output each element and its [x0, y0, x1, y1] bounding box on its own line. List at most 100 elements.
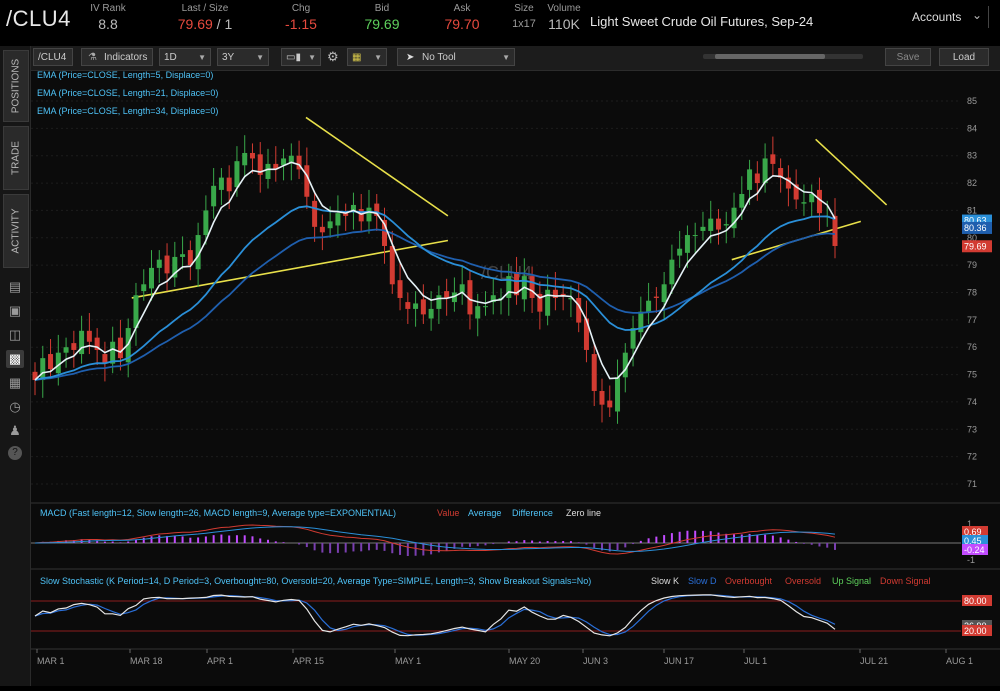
- save-button[interactable]: Save: [885, 48, 931, 66]
- candle-body: [793, 184, 799, 200]
- candle-body: [296, 155, 302, 170]
- grid-icon[interactable]: ▦: [8, 375, 22, 390]
- macd-average-line: [34, 526, 836, 552]
- y-tick-label: 80: [967, 233, 977, 243]
- candle-body: [459, 284, 465, 293]
- candle-body: [420, 299, 426, 315]
- clock-icon[interactable]: ◷: [9, 399, 21, 414]
- x-tick-label: JUN 3: [583, 656, 608, 666]
- interval-select[interactable]: 1D ▼: [159, 48, 211, 66]
- volume: Volume 110K: [544, 3, 584, 32]
- slow-k-line: [34, 594, 836, 637]
- indicators-button[interactable]: ⚗ Indicators: [81, 48, 153, 66]
- zoom-slider[interactable]: [703, 54, 863, 59]
- document-icon[interactable]: ▤: [8, 279, 22, 294]
- candle-body: [172, 256, 178, 278]
- range-select[interactable]: 3Y ▼: [217, 48, 269, 66]
- chart-area[interactable]: /CLU4 85 84 83 82 81 80 79 78 77 76 75 74 73 72 71 80.…: [31, 70, 1000, 686]
- candle-body: [234, 161, 240, 188]
- candle-body: [568, 297, 574, 300]
- candle-body: [55, 352, 61, 374]
- y-tick-label: 73: [967, 424, 977, 434]
- y-tick-label: 75: [967, 370, 977, 380]
- macd-tag-label: 0.45: [964, 536, 982, 546]
- candle-body: [537, 293, 543, 312]
- candle-body: [195, 235, 201, 270]
- y-tick-label: 71: [967, 479, 977, 489]
- candle-body: [436, 295, 442, 309]
- news-icon[interactable]: ▣: [8, 303, 22, 318]
- candle-body: [576, 297, 582, 323]
- palette-icon: ▦: [352, 52, 362, 63]
- last-size: Last / Size 79.69 / 1: [170, 3, 240, 32]
- candle-body: [638, 311, 644, 333]
- stochastic-panel: Slow Stochastic (K Period=14, D Period=3…: [31, 576, 992, 637]
- candle-body: [79, 330, 85, 355]
- stoch-tag-bg: [962, 595, 992, 606]
- size-value: 1x17: [512, 18, 536, 30]
- symbol-title[interactable]: /CLU4: [6, 6, 71, 31]
- chart-style-select[interactable]: ▭▮ ▼: [281, 48, 321, 66]
- macd-tag-label: -0.24: [964, 545, 985, 555]
- bid: Bid 79.69: [357, 3, 407, 32]
- candle-body: [692, 235, 698, 237]
- macd-panel: MACD (Fast length=12, Slow length=26, MA…: [31, 508, 988, 565]
- tab-positions[interactable]: POSITIONS: [3, 50, 29, 122]
- iv-rank: IV Rank 8.8: [84, 3, 132, 32]
- candle-body: [451, 292, 457, 303]
- macd-tag-bg: [962, 544, 988, 555]
- load-button[interactable]: Load: [939, 48, 989, 66]
- macd-zero-legend: Zero line: [566, 508, 601, 518]
- x-axis-bg: [31, 649, 1000, 686]
- price-tag-label: 80.36: [964, 223, 987, 233]
- stoch-slowk-legend: Slow K: [651, 576, 679, 586]
- candle-body: [529, 276, 535, 298]
- settings-icon[interactable]: [988, 6, 999, 28]
- ema-lines: [34, 161, 836, 381]
- candle-body: [591, 354, 597, 391]
- candle-body: [560, 293, 566, 296]
- price-tag-label: 79.69: [964, 241, 987, 251]
- y-tick-label: 76: [967, 342, 977, 352]
- tab-trade[interactable]: TRADE: [3, 126, 29, 190]
- gear-icon[interactable]: ⚙: [327, 49, 339, 64]
- candle-body: [358, 209, 364, 222]
- x-tick-label: MAR 1: [37, 656, 65, 666]
- price-panel-bg: [31, 71, 961, 501]
- community-icon[interactable]: ♟: [9, 423, 21, 438]
- tab-activity[interactable]: ACTIVITY: [3, 194, 29, 268]
- candle-body: [40, 358, 46, 381]
- macd-y-tick: 1: [967, 519, 972, 529]
- y-tick-label: 72: [967, 452, 977, 462]
- help-icon[interactable]: ?: [8, 446, 22, 460]
- candle-body: [630, 328, 636, 349]
- trendline: [815, 138, 888, 206]
- candle-body: [405, 302, 411, 309]
- candle-body: [715, 218, 721, 230]
- candle-body: [467, 280, 473, 315]
- macd-tag-label: 0.69: [964, 527, 982, 537]
- price-y-axis: 85 84 83 82 81 80 79 78 77 76 75 74 73 72 71: [967, 96, 977, 489]
- zoom-slider-thumb[interactable]: [715, 54, 825, 59]
- candle-body: [319, 226, 325, 233]
- range-value: 3Y: [222, 52, 235, 63]
- macd-legend: MACD (Fast length=12, Slow length=26, MA…: [40, 508, 396, 518]
- accounts-menu[interactable]: Accounts ⌄: [910, 4, 1000, 30]
- drawing-tool-select[interactable]: ➤ No Tool ▼: [397, 48, 515, 66]
- candle-body: [545, 289, 551, 316]
- candle-body: [141, 284, 147, 292]
- tv-icon[interactable]: ◫: [8, 327, 22, 342]
- ema5-legend: EMA (Price=CLOSE, Length=5, Displace=0): [37, 71, 213, 80]
- candle-body: [816, 189, 822, 214]
- tab-activity-label: ACTIVITY: [10, 208, 22, 254]
- candle-body: [762, 158, 768, 184]
- chart-icon[interactable]: ▩: [6, 350, 24, 368]
- candle-body: [94, 337, 100, 350]
- y-tick-label: 74: [967, 397, 977, 407]
- symbol-field[interactable]: /CLU4: [33, 48, 73, 66]
- candle-body: [684, 235, 690, 253]
- style-button[interactable]: ▦ ▼: [347, 48, 387, 66]
- ask-value: 79.70: [444, 16, 480, 32]
